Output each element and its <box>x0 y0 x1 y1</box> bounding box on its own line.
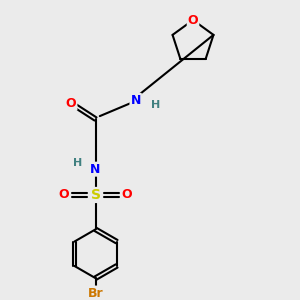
Text: O: O <box>188 14 198 26</box>
Text: H: H <box>73 158 83 168</box>
Text: O: O <box>58 188 69 202</box>
Text: Br: Br <box>88 286 103 300</box>
Text: N: N <box>90 163 101 176</box>
Text: O: O <box>122 188 132 202</box>
Text: O: O <box>66 97 76 110</box>
Text: H: H <box>151 100 160 110</box>
Text: S: S <box>91 188 100 202</box>
Text: N: N <box>130 94 141 107</box>
